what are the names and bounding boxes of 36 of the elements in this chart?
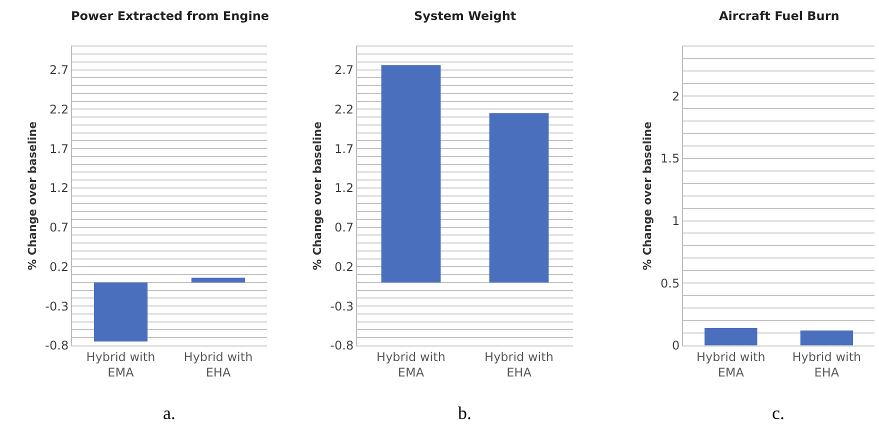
x-tick-label: Hybrid with EMA	[86, 350, 156, 380]
y-tick-label: 1	[672, 214, 680, 228]
x-tick-label: Hybrid with EHA	[184, 350, 253, 380]
y-tick-label: -0.8	[45, 338, 69, 353]
y-axis-title: % Change over baseline	[26, 121, 39, 270]
chart-title: Aircraft Fuel Burn	[719, 9, 840, 23]
y-tick-label: 1.5	[660, 152, 680, 166]
y-tick-label: 1.7	[334, 142, 354, 156]
x-tick-label: Hybrid with EMA	[376, 350, 446, 380]
y-axis-title: % Change over baseline	[310, 121, 324, 270]
y-tick-label: 2	[672, 89, 680, 104]
y-tick-label: -0.3	[330, 299, 354, 314]
text: c.	[772, 403, 784, 423]
x-tick-label: Hybrid with EMA	[696, 350, 766, 380]
y-tick-label: 0.7	[334, 220, 354, 235]
y-tick-label: 1.2	[334, 181, 354, 196]
y-tick-label: 1.2	[50, 181, 69, 196]
x-tick-label: Hybrid with EHA	[484, 350, 554, 380]
y-tick-label: 2.7	[50, 63, 69, 78]
y-tick-label: 0	[672, 338, 680, 353]
y-tick-label: 2.2	[50, 102, 69, 116]
y-tick-label: -0.8	[330, 338, 354, 353]
y-tick-label: -0.3	[45, 299, 69, 314]
text: b.	[458, 403, 472, 423]
y-tick-label: 0.2	[334, 260, 354, 274]
text: a.	[163, 403, 176, 423]
y-tick-label: 2.2	[334, 102, 354, 116]
chart-title: System Weight	[414, 9, 516, 23]
x-tick-label: Hybrid with EHA	[792, 350, 862, 380]
chart-title: Power Extracted from Engine	[71, 9, 269, 23]
y-tick-label: 2.7	[334, 63, 354, 78]
y-axis-title: % Change over baseline	[641, 121, 654, 270]
y-tick-label: 0.2	[50, 260, 69, 274]
y-tick-label: 0.5	[660, 276, 680, 290]
y-tick-label: 1.7	[50, 142, 69, 156]
y-tick-label: 0.7	[50, 220, 69, 235]
